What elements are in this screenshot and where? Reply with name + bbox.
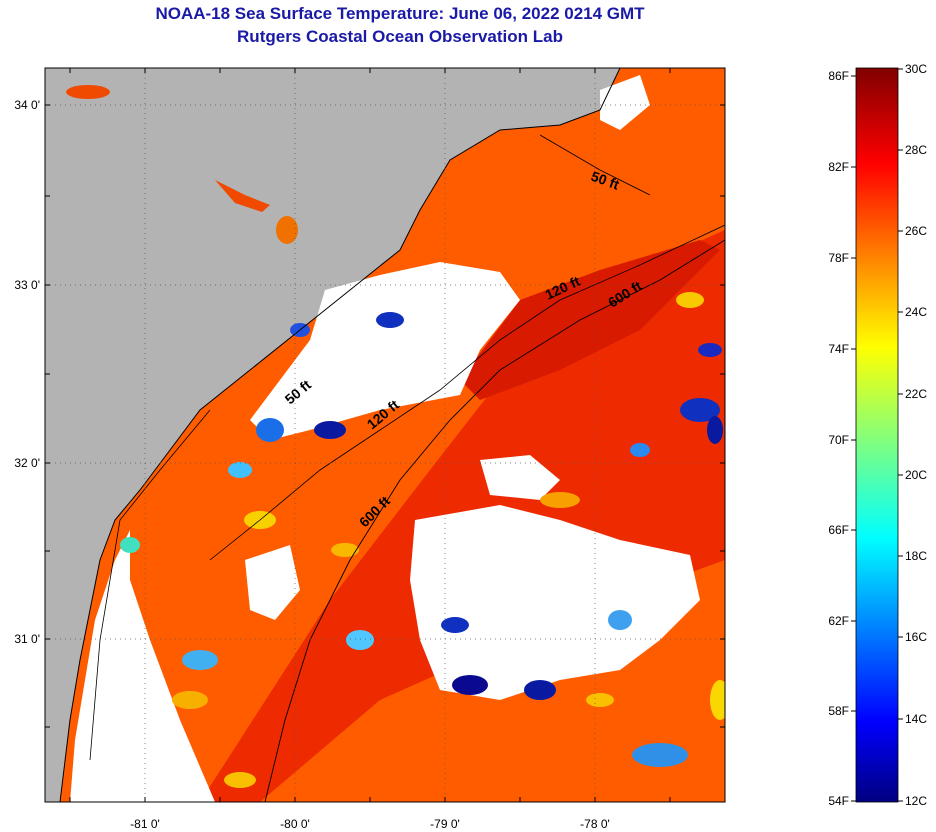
lon-label: -81 0'	[130, 817, 160, 831]
colorbar-f-label: 82F	[828, 160, 849, 174]
coastline	[59, 68, 621, 802]
colorbar-f-label: 58F	[828, 704, 849, 718]
cloud-area	[480, 455, 560, 500]
lon-label: -78 0'	[580, 817, 610, 831]
colorbar-c-label: 22C	[905, 387, 927, 401]
inland-lake	[66, 85, 110, 99]
map-frame	[44, 67, 726, 803]
cloud-area	[410, 505, 700, 700]
lat-label: 31 0'	[14, 632, 40, 646]
lat-label: 34 0'	[14, 98, 40, 112]
colorbar-f-label: 86F	[828, 69, 849, 83]
isobath-120ft	[209, 224, 725, 561]
lat-label: 33 0'	[14, 278, 40, 292]
lon-label: -80 0'	[280, 817, 310, 831]
no-data-strip	[70, 530, 215, 802]
colorbar-f-label: 54F	[828, 794, 849, 808]
graticule	[45, 68, 725, 802]
colorbar-c-label: 16C	[905, 630, 927, 644]
inland-lake	[215, 180, 270, 212]
colorbar-c-label: 20C	[905, 468, 927, 482]
colorbar-c-label: 30C	[905, 62, 927, 76]
colorbar-c-label: 14C	[905, 712, 927, 726]
cloud-area	[600, 75, 650, 130]
colorbar-c-label: 12C	[905, 794, 927, 808]
chart-title: NOAA-18 Sea Surface Temperature: June 06…	[155, 4, 645, 23]
colorbar-f-label: 74F	[828, 342, 849, 356]
colorbar-c-label: 18C	[905, 549, 927, 563]
lon-label: -79 0'	[430, 817, 460, 831]
colorbar-f-label: 70F	[828, 433, 849, 447]
isobath-50ft	[539, 134, 651, 196]
colorbar-f-label: 66F	[828, 523, 849, 537]
inner-coastline	[89, 409, 211, 761]
colorbar-c-label: 26C	[905, 224, 927, 238]
cloud-area	[250, 262, 520, 440]
colorbar-f-label: 78F	[828, 251, 849, 265]
colorbar-c-label: 24C	[905, 305, 927, 319]
chart-subtitle: Rutgers Coastal Ocean Observation Lab	[237, 27, 563, 46]
colorbar-f-label: 62F	[828, 614, 849, 628]
gulf-stream-core	[460, 240, 720, 400]
axis-ticks	[45, 68, 725, 802]
inland-lake	[276, 216, 298, 244]
colorbar	[855, 67, 899, 803]
land-area	[45, 68, 620, 802]
cloud-area	[245, 545, 300, 620]
isobath-600ft	[264, 239, 725, 802]
colorbar-c-label: 28C	[905, 143, 927, 157]
lat-label: 32 0'	[14, 456, 40, 470]
